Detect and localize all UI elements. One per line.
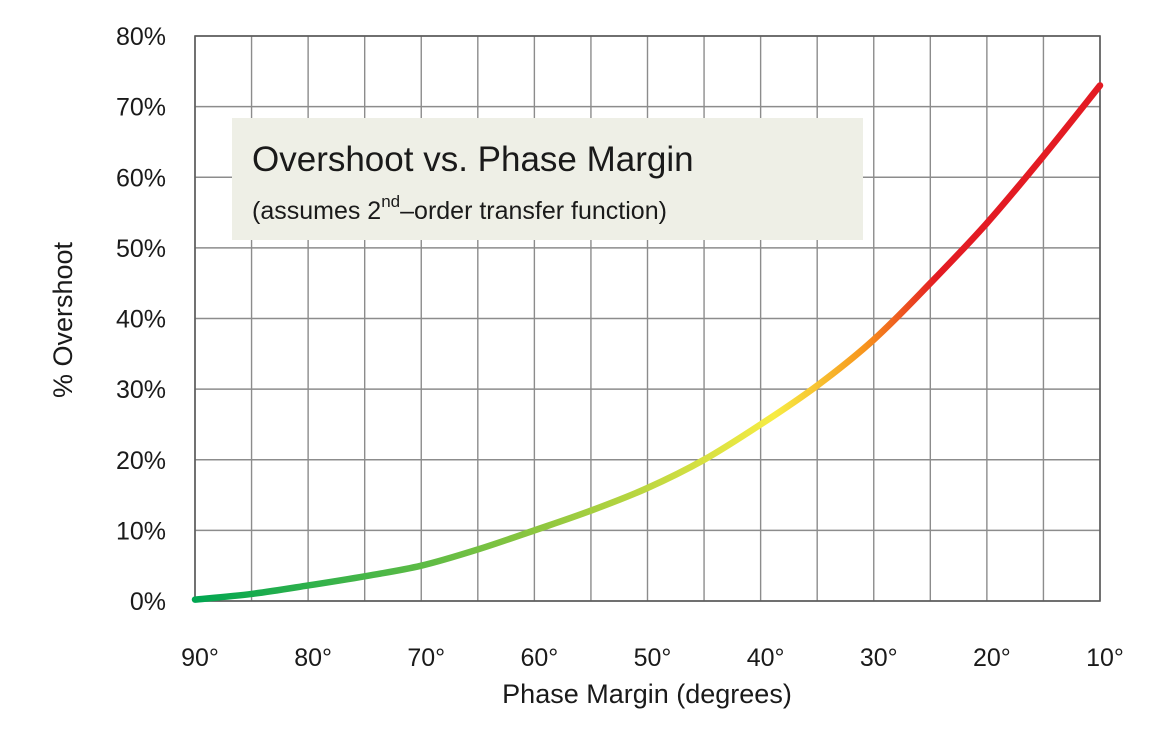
y-tick-label: 40% <box>116 306 166 334</box>
y-axis-ticks: 0% 10% 20% 30% 40% 50% 60% 70% 80% <box>116 23 166 616</box>
plot-frame <box>194 35 1101 602</box>
series-layer <box>191 82 1104 603</box>
annotation-title: Overshoot vs. Phase Margin <box>252 140 694 179</box>
annotation-subtitle-superscript: nd <box>381 192 400 211</box>
x-tick-label: 60° <box>520 644 558 672</box>
y-tick-label: 70% <box>116 94 166 122</box>
y-tick-label: 0% <box>130 588 166 616</box>
y-tick-label: 80% <box>116 23 166 51</box>
y-tick-label: 60% <box>116 164 166 192</box>
annotation-subtitle-prefix: (assumes 2 <box>252 197 381 225</box>
y-tick-label: 30% <box>116 376 166 404</box>
x-tick-label: 30° <box>860 644 898 672</box>
x-tick-label: 90° <box>181 644 219 672</box>
annotation-box: Overshoot vs. Phase Margin (assumes 2nd–… <box>232 118 863 240</box>
overshoot-curve <box>191 82 1104 603</box>
x-tick-label: 40° <box>747 644 785 672</box>
annotation-background <box>232 118 863 240</box>
x-tick-label: 80° <box>294 644 332 672</box>
y-tick-label: 50% <box>116 235 166 263</box>
y-axis-title: % Overshoot <box>48 241 78 398</box>
annotation-subtitle: (assumes 2nd–order transfer function) <box>252 192 667 225</box>
x-axis-title: Phase Margin (degrees) <box>502 679 792 709</box>
y-tick-label: 10% <box>116 517 166 545</box>
x-tick-label: 20° <box>973 644 1011 672</box>
x-tick-label: 70° <box>407 644 445 672</box>
y-tick-label: 20% <box>116 447 166 475</box>
x-axis-ticks: 90° 80° 70° 60° 50° 40° 30° 20° 10° <box>181 644 1124 672</box>
x-tick-label: 10° <box>1086 644 1124 672</box>
annotation-subtitle-suffix: –order transfer function) <box>400 197 667 225</box>
x-tick-label: 50° <box>634 644 672 672</box>
